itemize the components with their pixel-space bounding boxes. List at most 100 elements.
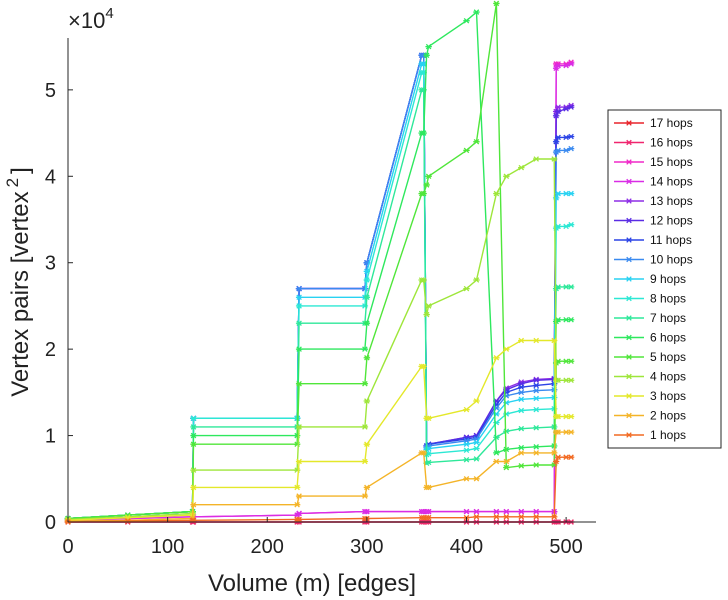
x-tick-label: 200 bbox=[251, 536, 284, 558]
data-point bbox=[295, 458, 303, 465]
data-point bbox=[518, 463, 525, 469]
data-point bbox=[554, 104, 562, 110]
data-point bbox=[552, 138, 560, 145]
data-point bbox=[533, 425, 540, 431]
data-point bbox=[420, 190, 427, 197]
data-point bbox=[473, 138, 480, 145]
data-point bbox=[493, 458, 500, 465]
legend-label: 9 hops bbox=[650, 272, 686, 286]
y-axis-label-superscript: 2 bbox=[3, 178, 22, 187]
y-tick-label: 3 bbox=[45, 253, 56, 275]
legend-label: 7 hops bbox=[650, 311, 686, 325]
data-point bbox=[463, 457, 470, 463]
legend-item: 17 hops bbox=[614, 116, 693, 130]
data-point bbox=[518, 425, 525, 432]
data-point bbox=[554, 190, 562, 197]
legend-swatch-marker bbox=[625, 256, 633, 263]
legend-label: 11 hops bbox=[650, 233, 692, 247]
data-point bbox=[562, 223, 570, 230]
x-tick-label: 400 bbox=[450, 536, 483, 558]
data-point bbox=[518, 407, 525, 414]
y-tick-label: 2 bbox=[45, 339, 56, 361]
data-point bbox=[533, 337, 540, 344]
legend-item: 5 hops bbox=[614, 350, 686, 364]
data-point bbox=[533, 382, 540, 389]
data-point bbox=[503, 458, 510, 465]
data-point bbox=[363, 398, 371, 404]
data-point bbox=[463, 441, 470, 447]
legend-item: 2 hops bbox=[614, 409, 686, 423]
data-point bbox=[425, 514, 432, 521]
data-point bbox=[554, 108, 562, 115]
data-point bbox=[425, 43, 432, 50]
data-point bbox=[503, 508, 510, 515]
data-point bbox=[463, 476, 470, 482]
legend-item: 11 hops bbox=[614, 233, 692, 247]
data-point bbox=[425, 508, 432, 515]
data-point bbox=[554, 377, 562, 384]
y-tick-label: 1 bbox=[45, 426, 56, 448]
data-point bbox=[463, 447, 470, 454]
data-point bbox=[567, 61, 575, 67]
legend-label: 12 hops bbox=[650, 214, 693, 228]
data-point bbox=[363, 277, 371, 283]
data-point bbox=[425, 303, 432, 309]
data-point bbox=[420, 130, 427, 136]
legend-swatch-marker bbox=[625, 237, 633, 243]
data-point bbox=[473, 445, 480, 452]
y-axis-label-main: Vertex pairs [vertex bbox=[7, 191, 34, 396]
data-point bbox=[518, 389, 525, 396]
legend-swatch-marker bbox=[625, 276, 633, 282]
data-point bbox=[361, 380, 369, 387]
legend-swatch-marker bbox=[625, 198, 633, 204]
series-1-hops bbox=[64, 454, 575, 525]
data-point bbox=[503, 411, 510, 417]
data-point bbox=[295, 294, 303, 301]
legend-item: 13 hops bbox=[614, 194, 693, 208]
ticks: 0 100 200 300 400 500 0 1 2 3 4 5 bbox=[45, 80, 583, 558]
series-4-hops bbox=[64, 156, 575, 523]
data-point bbox=[420, 450, 427, 456]
legend-item: 14 hops bbox=[614, 175, 693, 189]
data-point bbox=[463, 285, 470, 292]
data-point bbox=[124, 518, 131, 524]
legend-swatch-marker bbox=[625, 159, 633, 165]
data-point bbox=[503, 399, 510, 406]
legend-label: 15 hops bbox=[650, 155, 693, 169]
data-point bbox=[567, 284, 575, 290]
legend-swatch-marker bbox=[625, 178, 633, 185]
data-point bbox=[423, 311, 430, 318]
data-point bbox=[190, 484, 197, 491]
y-multiplier-exponent: 4 bbox=[105, 5, 113, 22]
legend-item: 10 hops bbox=[614, 253, 693, 267]
data-point bbox=[295, 380, 303, 387]
data-point bbox=[363, 484, 371, 491]
data-point bbox=[503, 346, 510, 352]
data-point bbox=[361, 346, 369, 352]
x-tick-label: 300 bbox=[350, 536, 383, 558]
legend-label: 4 hops bbox=[650, 370, 686, 384]
data-point bbox=[190, 501, 197, 508]
data-point bbox=[190, 441, 197, 447]
data-point bbox=[567, 133, 575, 140]
data-point bbox=[533, 514, 540, 520]
data-point bbox=[363, 294, 371, 301]
data-point bbox=[552, 458, 560, 465]
data-point bbox=[554, 134, 562, 141]
legend-swatch-marker bbox=[625, 354, 633, 360]
data-point bbox=[493, 450, 500, 456]
legend-swatch-marker bbox=[625, 432, 633, 438]
data-point bbox=[550, 514, 558, 520]
legend-label: 1 hops bbox=[650, 428, 686, 442]
data-point bbox=[463, 17, 470, 24]
data-point bbox=[550, 337, 558, 344]
data-point bbox=[533, 462, 540, 468]
data-point bbox=[295, 303, 303, 309]
data-point bbox=[552, 113, 560, 119]
data-point bbox=[423, 52, 430, 59]
data-point bbox=[503, 173, 510, 180]
data-point bbox=[554, 429, 562, 435]
data-point bbox=[554, 413, 562, 420]
legend-label: 2 hops bbox=[650, 409, 686, 423]
data-point bbox=[518, 444, 525, 451]
